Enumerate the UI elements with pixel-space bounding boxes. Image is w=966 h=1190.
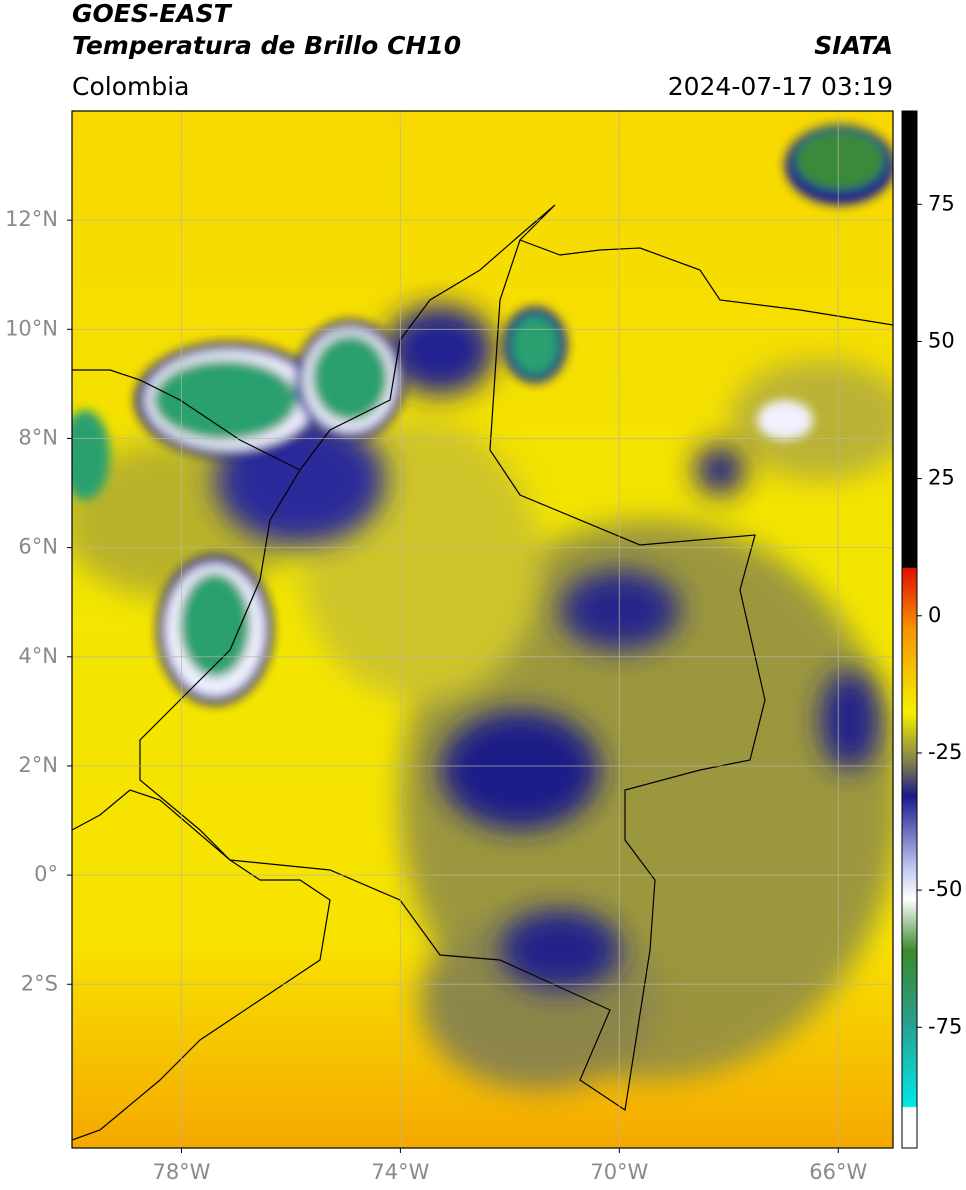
colorbar-label: 25 bbox=[928, 466, 955, 490]
coastline bbox=[72, 369, 301, 471]
y-tick-label: 6°N bbox=[18, 535, 58, 559]
agency: SIATA bbox=[814, 31, 893, 60]
graticule bbox=[72, 111, 893, 1148]
y-tick-label: 0° bbox=[34, 862, 58, 886]
colorbar-label: 0 bbox=[928, 603, 941, 627]
y-tick-label: 4°N bbox=[18, 644, 58, 668]
colorbar-label: -50 bbox=[928, 877, 962, 901]
map-frame bbox=[71, 110, 894, 1149]
colorbar-label: -25 bbox=[928, 740, 962, 764]
coastline bbox=[72, 789, 331, 1141]
y-tick-label: 2°S bbox=[21, 971, 58, 995]
satellite-image bbox=[72, 111, 893, 1148]
satellite: GOES-EAST bbox=[72, 0, 233, 28]
colorbar-label: -75 bbox=[928, 1014, 962, 1038]
y-tick-label: 12°N bbox=[5, 207, 58, 231]
country-border bbox=[139, 204, 766, 1112]
coastline bbox=[519, 239, 893, 326]
x-tick-label: 78°W bbox=[152, 1160, 210, 1184]
timestamp: 2024-07-17 03:19 bbox=[668, 72, 893, 101]
y-tick-label: 2°N bbox=[18, 753, 58, 777]
colorbar-label: 50 bbox=[928, 328, 955, 352]
colorbar-label: 75 bbox=[928, 191, 955, 215]
y-tick-label: 10°N bbox=[5, 316, 58, 340]
y-tick-label: 8°N bbox=[18, 425, 58, 449]
x-tick-label: 70°W bbox=[590, 1160, 648, 1184]
x-tick-label: 74°W bbox=[371, 1160, 429, 1184]
product: Temperatura de Brillo CH10 bbox=[72, 31, 461, 60]
colorbar bbox=[901, 110, 918, 1149]
region: Colombia bbox=[72, 72, 189, 101]
x-tick-label: 66°W bbox=[809, 1160, 867, 1184]
